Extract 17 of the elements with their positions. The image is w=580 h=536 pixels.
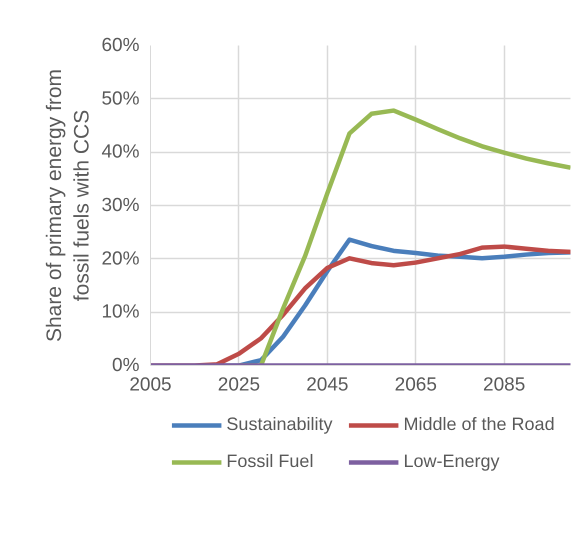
y-tick-label: 10% [101, 302, 140, 323]
y-tick-label: 0% [112, 355, 140, 376]
x-tick-label: 2005 [129, 374, 172, 396]
y-tick-label: 30% [101, 195, 140, 216]
legend-label: Fossil Fuel [226, 451, 314, 472]
y-axis-title: Share of primary energy from fossil fuels with CCS [42, 68, 94, 342]
x-tick-label: 2065 [394, 374, 437, 396]
y-tick-label: 40% [101, 142, 140, 163]
x-tick-label: 2025 [218, 374, 260, 396]
legend-label: Middle of the Road [403, 414, 555, 435]
x-tick-label: 2085 [483, 374, 526, 396]
y-tick-label: 50% [101, 88, 140, 110]
legend-label: Sustainability [226, 414, 332, 435]
y-tick-label: 60% [101, 35, 140, 56]
y-tick-label: 20% [101, 248, 140, 270]
legend-label: Low-Energy [403, 451, 500, 472]
x-tick-label: 2045 [306, 374, 348, 396]
